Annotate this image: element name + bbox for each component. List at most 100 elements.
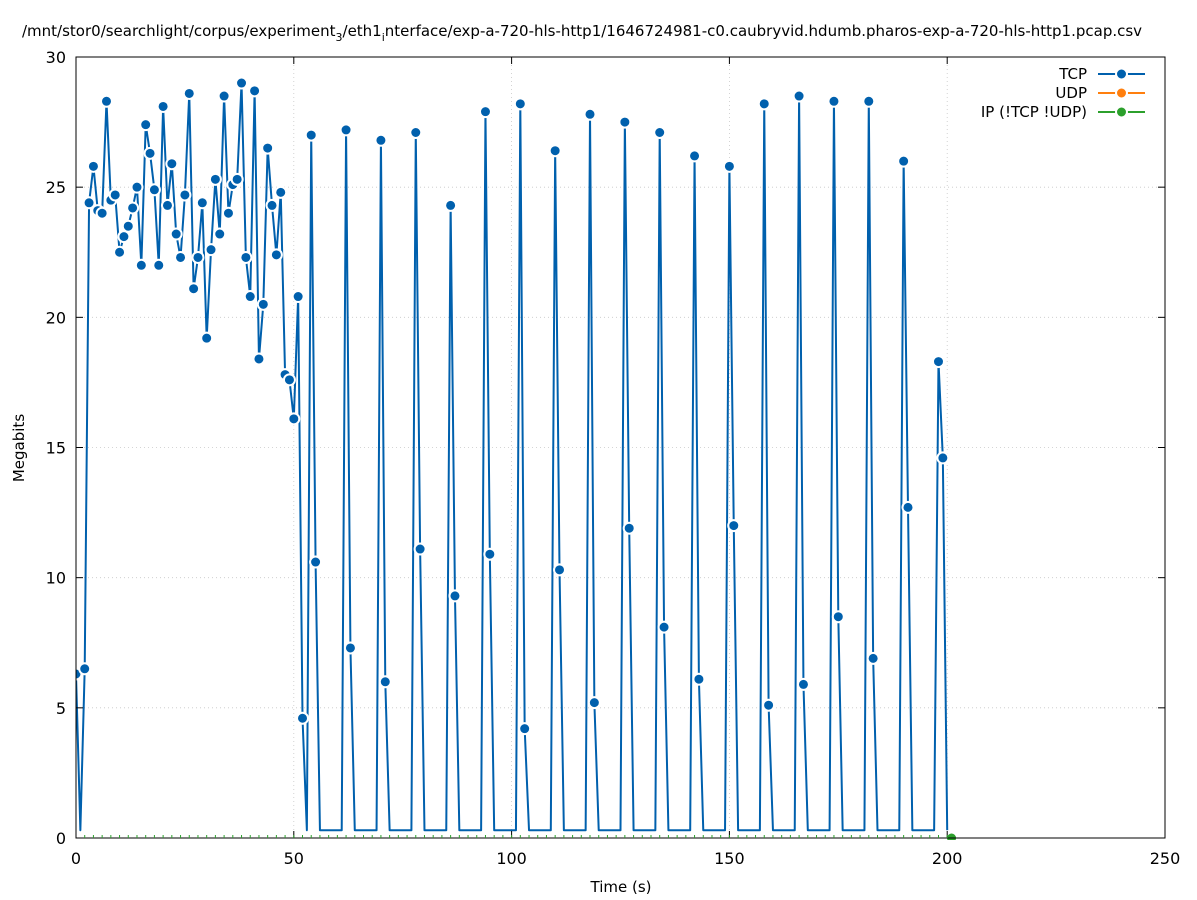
data-point	[657, 620, 671, 634]
data-point	[862, 94, 876, 108]
data-point	[82, 196, 96, 210]
chart-title: /mnt/stor0/searchlight/corpus/experiment…	[22, 22, 1142, 44]
data-point	[296, 711, 310, 725]
series-1	[76, 76, 950, 832]
data-point	[230, 172, 244, 186]
legend-marker	[1115, 67, 1128, 81]
data-point	[587, 696, 601, 710]
data-point	[126, 201, 140, 215]
x-tick-label: 150	[714, 849, 745, 868]
series-line	[76, 82, 949, 832]
plot-data	[76, 76, 959, 840]
data-point	[518, 722, 532, 736]
data-point	[722, 159, 736, 173]
data-point	[139, 118, 153, 132]
data-point	[936, 451, 950, 465]
data-point	[727, 519, 741, 533]
data-point	[692, 672, 706, 686]
y-tick-label: 25	[46, 178, 66, 197]
data-point	[265, 198, 279, 212]
data-point	[831, 610, 845, 624]
data-point	[187, 282, 201, 296]
data-point	[243, 290, 257, 304]
data-point	[583, 107, 597, 121]
data-point	[248, 84, 262, 98]
data-point	[152, 258, 166, 272]
title-mid: /eth1	[343, 22, 382, 40]
data-point	[252, 352, 266, 366]
data-point	[413, 542, 427, 556]
data-point	[130, 180, 144, 194]
data-point	[688, 149, 702, 163]
data-point	[213, 227, 227, 241]
data-point	[204, 243, 218, 257]
data-point	[239, 250, 253, 264]
data-point	[287, 412, 301, 426]
data-point	[553, 563, 567, 577]
data-point	[304, 128, 318, 142]
data-point	[108, 188, 122, 202]
y-tick-label: 20	[46, 308, 66, 327]
data-point	[827, 94, 841, 108]
title-sub-1: 3	[336, 31, 343, 44]
data-point	[378, 675, 392, 689]
data-point	[169, 227, 183, 241]
data-point	[653, 125, 667, 139]
x-tick-label: 250	[1150, 849, 1181, 868]
data-point	[165, 157, 179, 171]
data-point	[174, 250, 188, 264]
data-point	[757, 97, 771, 111]
legend-label: IP (!TCP !UDP)	[981, 103, 1087, 121]
data-point	[448, 589, 462, 603]
x-tick-label: 200	[932, 849, 963, 868]
data-point	[178, 188, 192, 202]
data-point	[269, 248, 283, 262]
legend-marker	[1115, 86, 1128, 100]
x-tick-label: 100	[496, 849, 527, 868]
data-point	[513, 97, 527, 111]
data-point	[762, 698, 776, 712]
y-tick-label: 30	[46, 48, 66, 67]
data-point	[147, 183, 161, 197]
data-point	[235, 76, 249, 90]
data-point	[195, 196, 209, 210]
data-point	[156, 99, 170, 113]
data-point	[208, 172, 222, 186]
axis-ticks: 0 50 100 150 200 250 0 5 10 15 20 25 30	[46, 48, 1181, 868]
data-point	[444, 198, 458, 212]
data-point	[897, 154, 911, 168]
title-sub-2: i	[382, 31, 385, 44]
y-tick-label: 15	[46, 439, 66, 458]
data-point	[217, 89, 231, 103]
data-point	[866, 651, 880, 665]
data-point	[274, 185, 288, 199]
legend-label: TCP	[1058, 65, 1087, 83]
data-point	[78, 662, 92, 676]
data-point	[86, 159, 100, 173]
data-point	[134, 258, 148, 272]
data-point	[796, 677, 810, 691]
data-point	[618, 115, 632, 129]
x-axis-label: Time (s)	[590, 878, 652, 896]
data-point	[478, 105, 492, 119]
data-point	[548, 144, 562, 158]
y-axis-label: Megabits	[10, 414, 28, 482]
legend-label: UDP	[1055, 84, 1087, 102]
data-point	[117, 230, 131, 244]
data-point	[309, 555, 323, 569]
data-point	[931, 355, 945, 369]
data-point	[374, 133, 388, 147]
data-point	[901, 500, 915, 514]
title-suffix: nterface/exp-a-720-hls-http1/1646724981-…	[385, 22, 1142, 40]
data-point	[622, 521, 636, 535]
data-point	[339, 123, 353, 137]
data-point	[483, 547, 497, 561]
y-tick-label: 5	[56, 699, 66, 718]
data-point	[256, 297, 270, 311]
data-point	[121, 219, 135, 233]
data-point	[343, 641, 357, 655]
data-point	[282, 373, 296, 387]
data-point	[221, 206, 235, 220]
